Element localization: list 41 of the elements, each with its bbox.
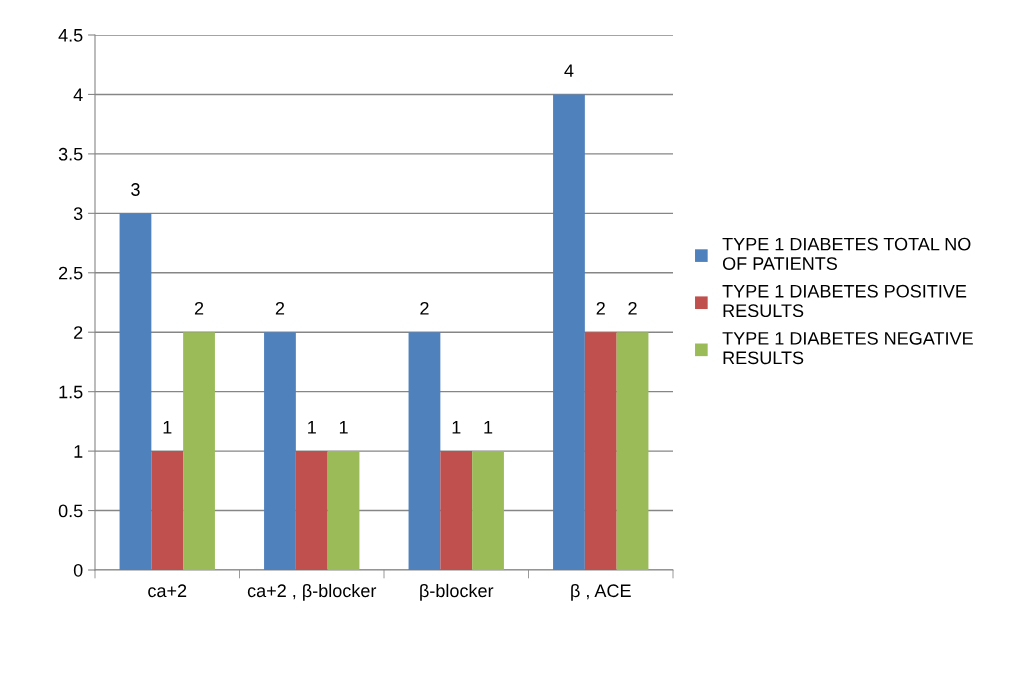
data-label: 3 [131, 183, 140, 196]
data-label: 1 [308, 421, 316, 434]
data-label: 2 [596, 301, 605, 315]
y-tick-label: 0 [73, 563, 83, 577]
bar [553, 94, 585, 570]
data-label: 2 [420, 301, 429, 315]
data-label: 2 [275, 301, 285, 315]
legend-label: TYPE 1 DIABETES TOTAL NO OF PATIENTS [722, 237, 971, 270]
y-tick-label: 1.5 [59, 385, 83, 399]
y-tick-label: 2 [74, 326, 83, 339]
bar [295, 451, 328, 570]
bar [616, 332, 649, 570]
data-label: 4 [564, 64, 574, 77]
y-tick-label: 0.5 [58, 504, 83, 518]
bar [327, 451, 360, 570]
y-tick-label: 4.5 [58, 29, 83, 42]
bar [440, 451, 473, 570]
bar [151, 451, 184, 570]
y-tick-label: 4 [73, 88, 83, 101]
x-tick-label: β-blocker [420, 583, 494, 601]
legend-label: TYPE 1 DIABETES NEGATIVE RESULTS [722, 331, 973, 365]
bar [183, 332, 215, 570]
data-label: 1 [163, 421, 172, 434]
data-label: 1 [452, 421, 461, 434]
bar [584, 332, 617, 570]
data-label: 1 [339, 421, 348, 434]
data-label: 2 [628, 301, 637, 315]
y-tick-label: 3 [73, 207, 83, 221]
bar [119, 213, 152, 570]
data-label: 1 [484, 421, 493, 434]
x-tick-label: β , ACE [571, 583, 631, 601]
data-label: 2 [194, 301, 204, 315]
bar [408, 332, 441, 570]
legend-label: TYPE 1 DIABETES POSITIVE RESULTS [722, 284, 967, 318]
y-tick-label: 1 [74, 445, 83, 458]
x-tick-label: ca+2 , β-blocker [247, 583, 377, 601]
bar [264, 332, 296, 570]
bar [472, 451, 504, 570]
x-tick-label: ca+2 [148, 584, 187, 598]
y-tick-label: 3.5 [58, 147, 83, 161]
y-tick-label: 2.5 [59, 266, 83, 280]
